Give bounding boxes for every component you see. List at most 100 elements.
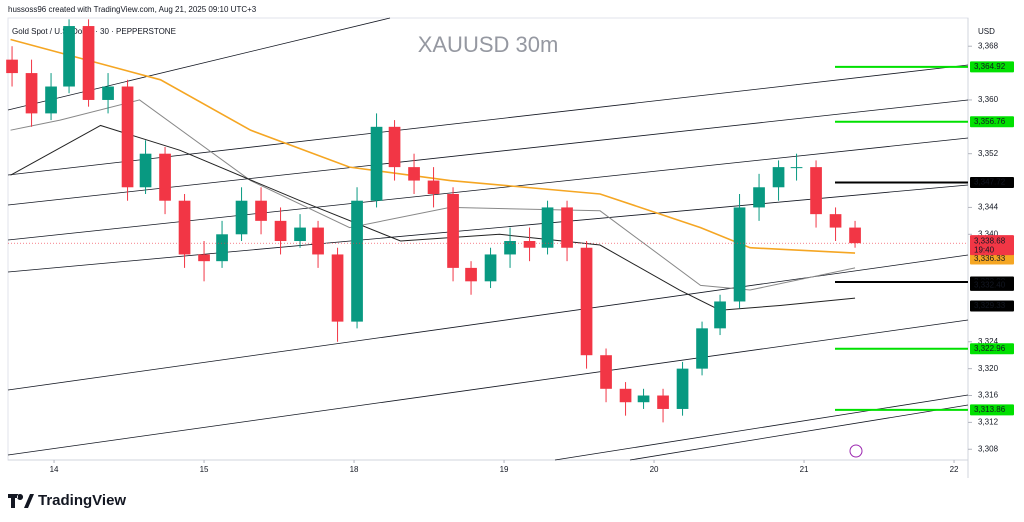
candle-body bbox=[849, 227, 861, 244]
candle bbox=[447, 187, 459, 282]
candle-body bbox=[159, 153, 171, 201]
candle-body bbox=[6, 59, 18, 74]
candle bbox=[637, 388, 650, 409]
candle bbox=[82, 19, 95, 107]
x-tick-label: 14 bbox=[50, 465, 59, 474]
candle bbox=[63, 19, 75, 94]
x-tick-label: 15 bbox=[200, 465, 209, 474]
candle-body bbox=[427, 180, 440, 194]
candle-body bbox=[216, 234, 228, 262]
candle bbox=[504, 227, 516, 268]
candle-body bbox=[198, 254, 210, 262]
moving-average bbox=[10, 124, 856, 311]
candle bbox=[790, 153, 803, 181]
candle bbox=[829, 207, 842, 242]
candle bbox=[159, 146, 171, 215]
price-badge-label: 3,313.86 bbox=[974, 405, 1006, 414]
price-badge-label: 3,364.92 bbox=[974, 62, 1006, 71]
candle-body bbox=[676, 368, 689, 409]
candle-body bbox=[102, 86, 114, 100]
candle bbox=[714, 294, 726, 336]
candle bbox=[696, 321, 708, 376]
candle bbox=[294, 214, 306, 248]
candle-body bbox=[696, 328, 708, 369]
candle-body bbox=[178, 200, 191, 255]
candle bbox=[600, 348, 612, 403]
price-badge bbox=[970, 176, 1014, 188]
candle-body bbox=[139, 153, 152, 188]
candle bbox=[121, 79, 134, 201]
candle bbox=[657, 388, 669, 423]
alert-icon[interactable] bbox=[849, 444, 863, 458]
candle-body bbox=[523, 241, 536, 248]
candle bbox=[198, 241, 210, 282]
brand: TradingView bbox=[38, 492, 126, 509]
candle bbox=[139, 140, 152, 194]
price-badge-label: 3,322.96 bbox=[974, 344, 1006, 353]
price-badge bbox=[970, 343, 1014, 355]
candle bbox=[733, 193, 746, 309]
last-price-badge bbox=[970, 235, 1014, 256]
candle-body bbox=[370, 126, 383, 201]
candle-body bbox=[637, 395, 650, 403]
candle-body bbox=[541, 207, 554, 248]
candle-body bbox=[657, 395, 669, 409]
candle-body bbox=[312, 227, 324, 255]
candle-body bbox=[255, 200, 267, 221]
candle-body bbox=[790, 167, 803, 169]
candle bbox=[370, 113, 383, 208]
candle bbox=[753, 173, 765, 221]
candle bbox=[351, 187, 363, 329]
candle-body bbox=[810, 167, 822, 215]
y-tick-label: 3,360 bbox=[978, 95, 999, 104]
price-badge-label: 3,336.33 bbox=[974, 254, 1006, 263]
candle-body bbox=[465, 267, 477, 282]
candle bbox=[484, 247, 497, 289]
candle bbox=[235, 187, 248, 242]
candle bbox=[561, 200, 573, 262]
price-badge-label: 3,356.76 bbox=[974, 117, 1006, 126]
logo-icon bbox=[8, 494, 34, 508]
y-tick-label: 3,368 bbox=[978, 41, 999, 50]
candle-body bbox=[121, 86, 134, 188]
candle-body bbox=[733, 207, 746, 302]
last-price-label: 3,338.68 bbox=[974, 236, 1006, 245]
candle bbox=[255, 187, 267, 235]
candle bbox=[772, 160, 785, 201]
candle bbox=[6, 46, 18, 87]
price-badge bbox=[970, 279, 1014, 291]
candle bbox=[25, 59, 38, 127]
candle bbox=[849, 220, 861, 248]
candle-body bbox=[408, 167, 420, 181]
candle-body bbox=[82, 26, 95, 100]
price-badge bbox=[970, 253, 1014, 265]
x-tick-label: 20 bbox=[650, 465, 659, 474]
candle-body bbox=[484, 254, 497, 282]
y-tick-label: 3,344 bbox=[978, 203, 999, 212]
y-tick-label: 3,340 bbox=[978, 229, 999, 238]
candle bbox=[810, 160, 822, 228]
candle-body bbox=[772, 167, 785, 188]
watermark: XAUUSD 30m bbox=[418, 32, 559, 57]
candle bbox=[331, 247, 344, 342]
candle bbox=[541, 200, 554, 255]
plot-area bbox=[7, 17, 969, 461]
candle bbox=[178, 193, 191, 268]
y-tick-label: 3,324 bbox=[978, 337, 999, 346]
candle bbox=[274, 207, 287, 255]
candle-body bbox=[25, 73, 38, 114]
candle-body bbox=[753, 187, 765, 208]
x-tick-label: 21 bbox=[800, 465, 809, 474]
candle-body bbox=[580, 247, 593, 356]
currency: USD bbox=[978, 27, 995, 36]
candle bbox=[523, 227, 536, 262]
candle-body bbox=[504, 241, 516, 255]
candle bbox=[465, 261, 477, 295]
candle-body bbox=[351, 200, 363, 322]
y-tick-label: 3,352 bbox=[978, 149, 999, 158]
y-tick-label: 3,312 bbox=[978, 417, 999, 426]
candle bbox=[312, 220, 324, 268]
y-tick-label: 3,316 bbox=[978, 391, 999, 400]
moving-average bbox=[10, 38, 856, 254]
